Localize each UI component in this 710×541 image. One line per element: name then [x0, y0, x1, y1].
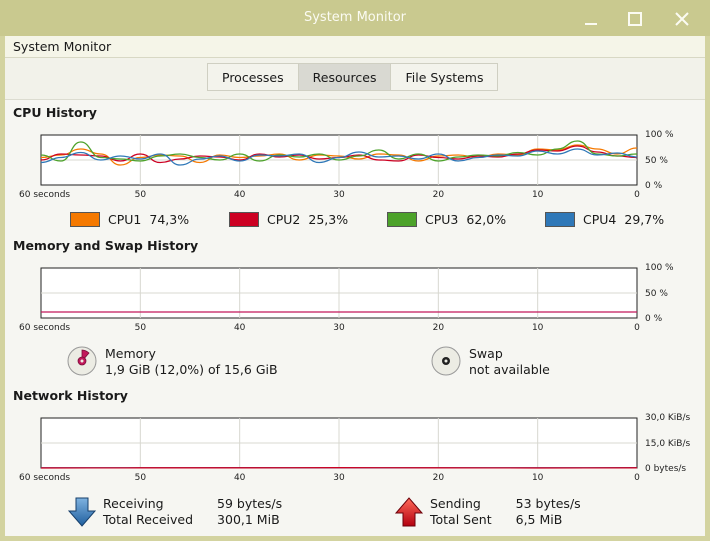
- cpu-x-tick-label: 30: [333, 190, 345, 200]
- cpu3-label: CPU3: [425, 212, 459, 227]
- cpu-y-tick-label: 50 %: [645, 156, 668, 166]
- memory-x-tick-label: 10: [532, 323, 544, 333]
- network-x-tick-label: 40: [234, 473, 246, 483]
- memory-y-tick-label: 0 %: [645, 314, 663, 324]
- sending-value: 53 bytes/s: [515, 496, 581, 511]
- maximize-button[interactable]: [624, 8, 646, 30]
- cpu-x-tick-label: 20: [433, 190, 445, 200]
- network-x-tick-label: 20: [433, 473, 445, 483]
- cpu1-legend: CPU1 74,3%: [70, 212, 197, 227]
- receiving-info: Receiving 59 bytes/s Total Received 300,…: [67, 496, 282, 528]
- close-icon: [675, 12, 689, 26]
- total-sent-value: 6,5 MiB: [515, 512, 563, 527]
- memory-y-tick-label: 50 %: [645, 289, 668, 299]
- memory-info: Memory 1,9 GiB (12,0%) of 15,6 GiB: [67, 346, 278, 378]
- cpu2-value: 25,3%: [308, 212, 349, 227]
- memory-x-tick-label: 40: [234, 323, 246, 333]
- memory-x-tick-label: 50: [135, 323, 147, 333]
- total-received-value: 300,1 MiB: [217, 512, 280, 527]
- memory-label: Memory: [105, 346, 156, 361]
- tab-processes[interactable]: Processes: [208, 64, 299, 90]
- cpu1-label: CPU1: [108, 212, 142, 227]
- cpu-y-tick-label: 100 %: [645, 130, 674, 140]
- swap-value: not available: [469, 362, 550, 377]
- memory-x-tick-label: 60 seconds: [19, 323, 70, 333]
- app-menu[interactable]: System Monitor: [13, 39, 112, 54]
- network-graph: 30,0 KiB/s 15,0 KiB/s 0 bytes/s 60 seconds 5…: [5, 413, 705, 485]
- minimize-icon: [585, 23, 597, 25]
- cpu-x-tick-label: 10: [532, 190, 544, 200]
- memory-pie-icon[interactable]: [67, 346, 97, 376]
- cpu-legend: CPU1 74,3% CPU2 25,3% CPU3 62,0% CPU4 29…: [5, 212, 705, 232]
- memory-y-tick-label: 100 %: [645, 263, 674, 273]
- sending-arrow-icon[interactable]: [394, 496, 424, 528]
- title-bar: System Monitor: [0, 0, 710, 36]
- cpu-series-cpu1: [40, 144, 638, 166]
- cpu4-label: CPU4: [583, 212, 617, 227]
- tab-bar: Processes Resources File Systems: [5, 58, 705, 100]
- swap-label: Swap: [469, 346, 503, 361]
- maximize-icon: [628, 12, 642, 26]
- network-y-tick-label: 15,0 KiB/s: [645, 439, 691, 449]
- network-y-tick-label: 0 bytes/s: [645, 464, 686, 474]
- cpu4-value: 29,7%: [624, 212, 665, 227]
- cpu1-color-swatch[interactable]: [70, 212, 100, 227]
- network-x-tick-label: 60 seconds: [19, 473, 70, 483]
- cpu-series-cpu4: [40, 148, 638, 166]
- swap-pie-icon[interactable]: [431, 346, 461, 376]
- cpu-x-tick-label: 60 seconds: [19, 190, 70, 200]
- receiving-label: Receiving: [103, 496, 164, 511]
- cpu-y-tick-label: 0 %: [645, 181, 663, 191]
- close-button[interactable]: [671, 8, 693, 30]
- minimize-button[interactable]: [580, 8, 602, 30]
- network-history-title: Network History: [13, 388, 128, 403]
- cpu-x-tick-label: 0: [634, 190, 640, 200]
- total-received-label: Total Received: [103, 512, 194, 527]
- window-bottom-border: [0, 536, 710, 541]
- cpu1-value: 74,3%: [149, 212, 190, 227]
- cpu-x-tick-label: 40: [234, 190, 246, 200]
- network-x-tick-label: 0: [634, 473, 640, 483]
- swap-info: Swap not available: [431, 346, 550, 378]
- sending-label: Sending: [430, 496, 481, 511]
- cpu-history-title: CPU History: [13, 105, 97, 120]
- memory-chart: 100 % 50 % 0 % 60 seconds 50 40 30 20 10 0: [19, 263, 674, 333]
- network-y-tick-label: 30,0 KiB/s: [645, 413, 691, 423]
- menu-bar: System Monitor: [5, 36, 705, 58]
- network-chart: 30,0 KiB/s 15,0 KiB/s 0 bytes/s 60 seconds 5…: [19, 413, 691, 483]
- memory-graph: 100 % 50 % 0 % 60 seconds 50 40 30 20 10 0: [5, 263, 705, 335]
- cpu-graph: 100 % 50 % 0 % 60 seconds 50 40 30 20 10 0: [5, 130, 705, 202]
- network-x-tick-label: 30: [333, 473, 345, 483]
- network-x-tick-label: 50: [135, 473, 147, 483]
- sending-info: Sending 53 bytes/s Total Sent 6,5 MiB: [394, 496, 581, 528]
- cpu-chart: 100 % 50 % 0 % 60 seconds 50 40 30 20 10 0: [19, 130, 674, 200]
- memory-x-tick-label: 0: [634, 323, 640, 333]
- total-sent-label: Total Sent: [430, 512, 492, 527]
- memory-x-tick-label: 20: [433, 323, 445, 333]
- window-title: System Monitor: [303, 10, 407, 25]
- tab-resources[interactable]: Resources: [298, 64, 392, 90]
- cpu3-value: 62,0%: [466, 212, 507, 227]
- memory-x-tick-label: 30: [333, 323, 345, 333]
- cpu-x-tick-label: 50: [135, 190, 147, 200]
- cpu4-color-swatch[interactable]: [545, 212, 575, 227]
- main-window: Processes Resources File Systems CPU His…: [5, 58, 705, 536]
- cpu3-legend: CPU3 62,0%: [387, 212, 514, 227]
- receiving-value: 59 bytes/s: [217, 496, 283, 511]
- tab-file-systems[interactable]: File Systems: [405, 70, 484, 85]
- cpu3-color-swatch[interactable]: [387, 212, 417, 227]
- cpu2-legend: CPU2 25,3%: [229, 212, 356, 227]
- network-x-tick-label: 10: [532, 473, 544, 483]
- cpu2-label: CPU2: [267, 212, 301, 227]
- receiving-arrow-icon[interactable]: [67, 496, 97, 528]
- cpu4-legend: CPU4 29,7%: [545, 212, 672, 227]
- memory-value: 1,9 GiB (12,0%) of 15,6 GiB: [105, 362, 278, 377]
- memory-history-title: Memory and Swap History: [13, 238, 199, 253]
- cpu-series-cpu3: [40, 140, 638, 162]
- cpu2-color-swatch[interactable]: [229, 212, 259, 227]
